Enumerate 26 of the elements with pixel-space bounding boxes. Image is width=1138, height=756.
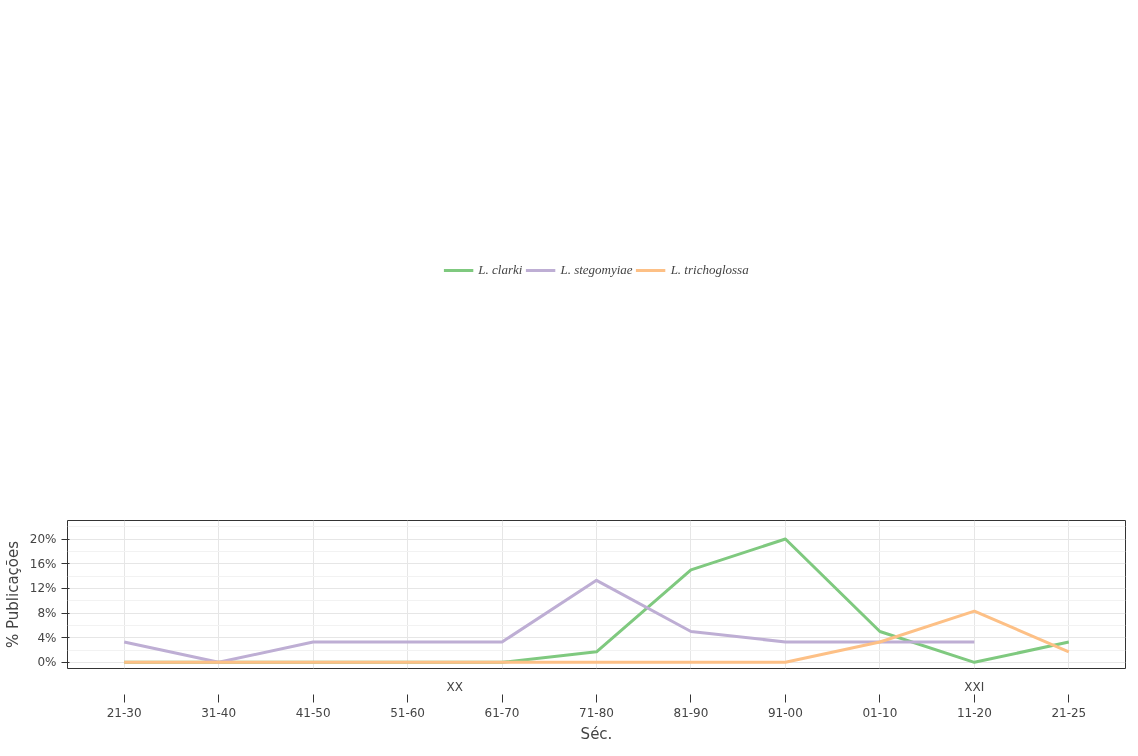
legend-label: L. stegomyiae xyxy=(560,262,633,278)
line-series xyxy=(122,609,1071,664)
x-tick-label: 01-10 xyxy=(862,705,898,720)
y-tick-label: 0% xyxy=(37,655,57,670)
y-tick-label: 12% xyxy=(29,581,57,596)
x-tick-label: 51-60 xyxy=(390,705,426,720)
x-tick-label: 11-20 xyxy=(956,705,992,720)
x-tick-label: 31-40 xyxy=(201,705,237,720)
x-tick-label: 91-00 xyxy=(767,705,803,720)
legend-label: L. trichoglossa xyxy=(670,262,749,278)
x-tick-label: 71-80 xyxy=(579,705,614,720)
y-tick-label: 4% xyxy=(37,630,57,645)
y-tick-label: 16% xyxy=(29,556,57,571)
x-tick-label: 21-25 xyxy=(1051,705,1087,720)
x-tick-label: 81-90 xyxy=(673,705,709,720)
x-tick-label: 21-30 xyxy=(106,705,142,720)
text: XX xyxy=(446,679,464,694)
y-axis-title: % Publicações xyxy=(3,540,22,649)
y-tick-label: 20% xyxy=(29,532,57,546)
x-tick-label: 41-50 xyxy=(295,705,331,720)
x-axis-title: Séc. xyxy=(580,724,613,743)
line-series xyxy=(122,578,976,664)
legend-label: L. clarki xyxy=(478,262,523,278)
x-tick-label: 61-70 xyxy=(484,705,520,720)
y-tick-label: 8% xyxy=(37,606,57,620)
text: XXI xyxy=(964,679,985,694)
